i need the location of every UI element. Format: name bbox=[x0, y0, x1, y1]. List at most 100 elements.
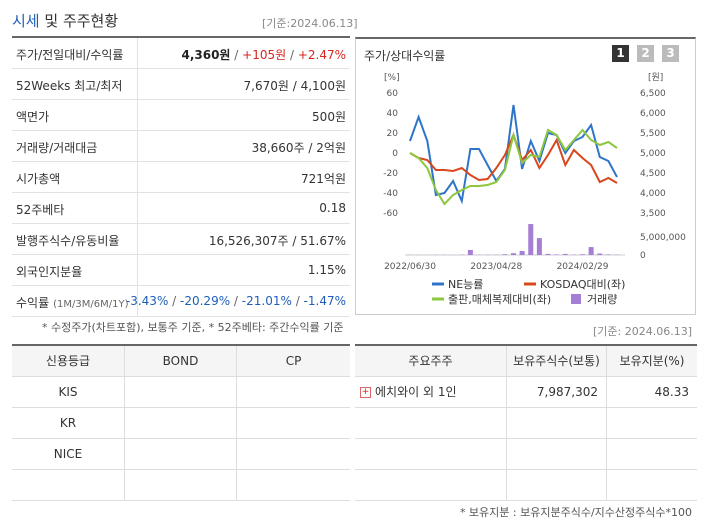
expand-icon[interactable]: + bbox=[360, 387, 371, 398]
table-cell: NICE bbox=[12, 439, 125, 470]
row-label: 외국인지분율 bbox=[16, 263, 82, 280]
y2-tick-label: 5,500 bbox=[640, 129, 666, 139]
holder-note: * 보유지분 : 보유지분주식수/지수산정주식수*100 bbox=[459, 506, 692, 519]
bar bbox=[502, 254, 508, 255]
y-tick-label: 0 bbox=[392, 149, 398, 159]
empty-cell bbox=[355, 470, 507, 501]
bar bbox=[467, 249, 473, 255]
separator: / bbox=[230, 48, 243, 62]
title-part: 및 주주현황 bbox=[44, 12, 119, 30]
label-text: 발행주식수/유동비율 bbox=[16, 234, 120, 248]
separator: / bbox=[291, 294, 304, 308]
bar bbox=[605, 254, 611, 255]
label-text: 거래량/거래대금 bbox=[16, 141, 98, 155]
label-text: 52주베타 bbox=[16, 203, 65, 217]
empty-cell bbox=[237, 470, 350, 501]
label-text: 주가/전일대비/수익률 bbox=[16, 48, 124, 62]
row-value: -3.43% / -20.29% / -21.01% / -1.47% bbox=[126, 294, 346, 308]
empty-cell bbox=[125, 470, 237, 501]
chart-date: [기준: 2024.06.13] bbox=[592, 325, 692, 338]
row-label: 주가/전일대비/수익률 bbox=[16, 46, 123, 63]
empty-cell bbox=[607, 408, 697, 439]
header-cell: 신용등급 bbox=[12, 346, 125, 377]
cell-text: 에치와이 외 1인 bbox=[375, 385, 457, 399]
empty-cell bbox=[237, 377, 350, 408]
bar bbox=[528, 224, 534, 255]
chart-button[interactable]: 2 bbox=[637, 45, 654, 62]
y2-tick-label: 4,500 bbox=[640, 169, 666, 179]
bar bbox=[597, 253, 603, 255]
table-cell: 48.33 bbox=[607, 377, 697, 408]
value-text: 1.15% bbox=[307, 263, 346, 277]
label-text: 외국인지분율 bbox=[16, 265, 83, 279]
x-tick-label: 2022/06/30 bbox=[384, 262, 436, 272]
legend-label: KOSDAQ대비(좌) bbox=[540, 278, 625, 291]
chart-button[interactable]: 3 bbox=[662, 45, 679, 62]
table-row: 발행주식수/유동비율 16,526,307주 / 51.67% bbox=[12, 224, 350, 255]
bar bbox=[511, 253, 516, 255]
y2-tick-label: 3,500 bbox=[640, 209, 666, 219]
empty-cell bbox=[507, 470, 607, 501]
separator: / bbox=[230, 294, 242, 308]
empty-cell bbox=[355, 408, 507, 439]
header-cell: 주요주주 bbox=[355, 346, 507, 377]
value-text: 7,670원 / 4,100원 bbox=[243, 79, 346, 93]
legend-label: NE능률 bbox=[448, 278, 483, 291]
value-text: 16,526,307주 / 51.67% bbox=[208, 234, 346, 248]
y3-tick-label: 5,000,000 bbox=[640, 233, 686, 243]
divider bbox=[137, 38, 138, 317]
separator: / bbox=[286, 48, 298, 62]
line bbox=[409, 128, 618, 206]
y-tick-label: 40 bbox=[387, 109, 399, 119]
row-label: 52주베타 bbox=[16, 201, 64, 218]
y-unit: [%] bbox=[384, 73, 400, 83]
y2-tick-label: 5,000 bbox=[640, 149, 666, 159]
row-value: 500원 bbox=[312, 108, 346, 125]
value-part: -3.43% bbox=[125, 294, 169, 308]
empty-cell bbox=[125, 377, 237, 408]
row-value: 1.15% bbox=[308, 263, 346, 277]
quote-table: 주가/전일대비/수익률 4,360원 / +105원 / +2.47% 52Week… bbox=[12, 36, 350, 318]
table-row: 52주베타 0.18 bbox=[12, 193, 350, 224]
table-row: 거래량/거래대금 38,660주 / 2억원 bbox=[12, 131, 350, 162]
table-cell: KR bbox=[12, 408, 125, 439]
table-row: 주가/전일대비/수익률 4,360원 / +105원 / +2.47% bbox=[12, 38, 350, 69]
empty-cell bbox=[125, 408, 237, 439]
value-text: 721억원 bbox=[301, 172, 346, 186]
label-text: 시가총액 bbox=[16, 172, 61, 186]
table-row: 52Weeks 최고/최저 7,670원 / 4,100원 bbox=[12, 69, 350, 100]
value-part: 4,360원 bbox=[181, 48, 231, 62]
legend-swatch bbox=[571, 294, 581, 304]
table-row: 수익률 (1M/3M/6M/1Y) -3.43% / -20.29% / -21.0… bbox=[12, 286, 350, 317]
label-text: 수익률 bbox=[16, 296, 50, 310]
row-label: 수익률 (1M/3M/6M/1Y) bbox=[16, 294, 128, 311]
empty-cell bbox=[607, 439, 697, 470]
table-row: 외국인지분율 1.15% bbox=[12, 255, 350, 286]
row-label: 발행주식수/유동비율 bbox=[16, 232, 119, 249]
row-value: 38,660주 / 2억원 bbox=[252, 139, 346, 156]
row-value: 7,670원 / 4,100원 bbox=[244, 77, 346, 94]
value-text: 0.18 bbox=[319, 201, 346, 215]
empty-cell bbox=[125, 439, 237, 470]
y-tick-label: -40 bbox=[383, 189, 398, 199]
y-tick-label: 20 bbox=[387, 129, 399, 139]
bar bbox=[536, 238, 542, 255]
empty-cell bbox=[237, 439, 350, 470]
bar bbox=[588, 247, 594, 255]
note: * 수정주가(차트포함), 보통주 기준, * 52주베타: 주간수익률 기준 bbox=[42, 321, 344, 334]
legend-label: 거래량 bbox=[587, 293, 617, 306]
value-part: -1.47% bbox=[303, 294, 346, 308]
label-text: 액면가 bbox=[16, 110, 50, 124]
y3-tick-label: 0 bbox=[640, 251, 646, 261]
value-part: +2.47% bbox=[297, 48, 346, 62]
x-tick-label: 2023/04/28 bbox=[470, 262, 522, 272]
y-tick-label: -60 bbox=[383, 209, 398, 219]
chart-panel-title: 주가/상대수익률 bbox=[364, 49, 446, 63]
empty-cell bbox=[237, 408, 350, 439]
chart-button[interactable]: 1 bbox=[612, 45, 629, 62]
separator: / bbox=[168, 294, 181, 308]
y-tick-label: 60 bbox=[387, 89, 399, 99]
